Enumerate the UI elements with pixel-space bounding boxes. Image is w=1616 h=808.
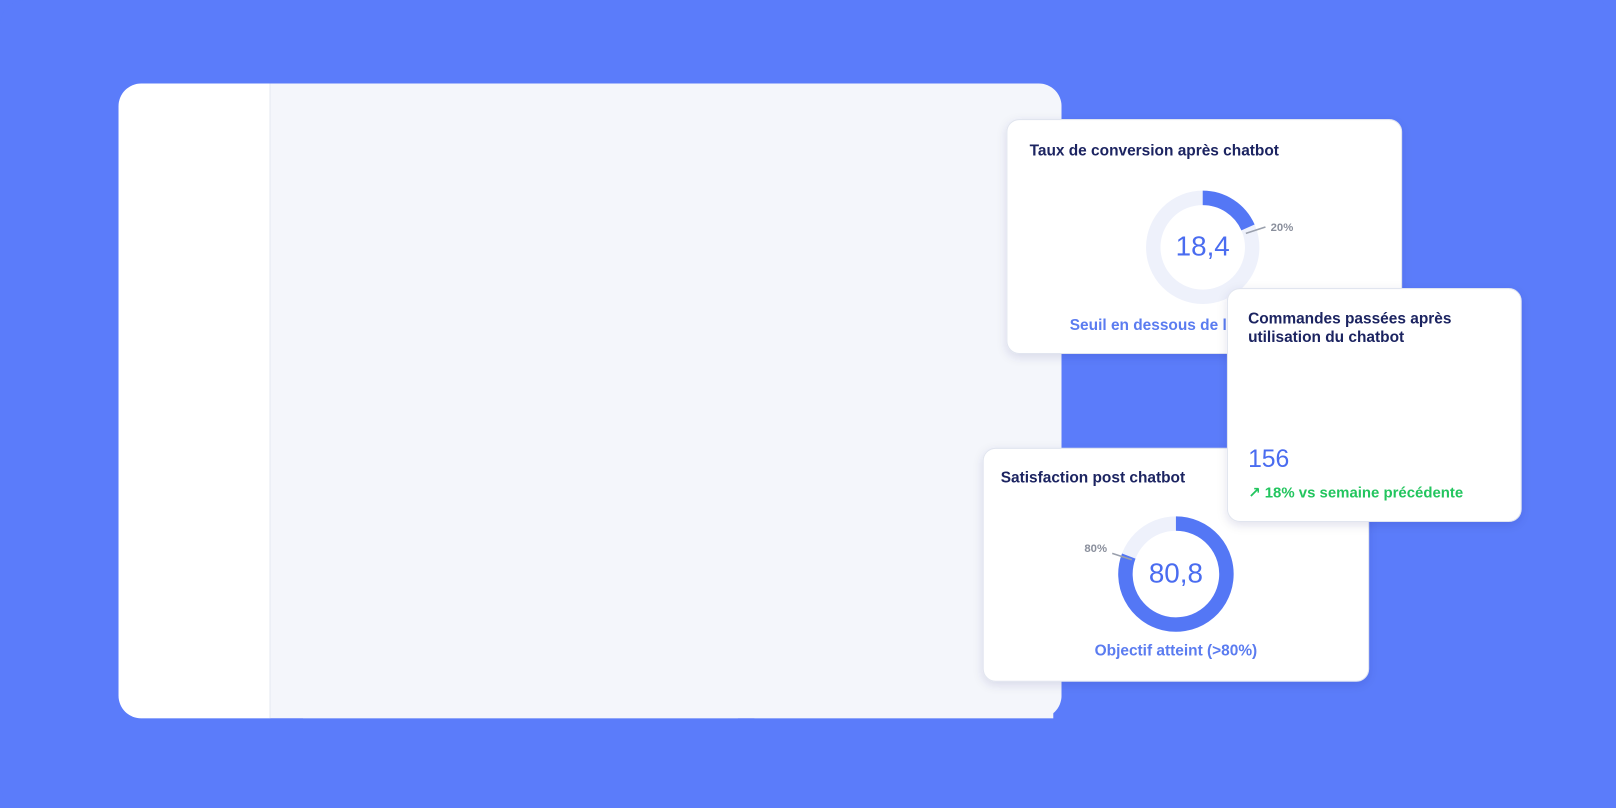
gauge-arc: [1118, 516, 1234, 632]
card-title: Satisfaction post chatbot: [1001, 469, 1185, 486]
sidebar: [118, 83, 271, 719]
floating-card: [1226, 288, 1522, 523]
gauge-value: 80,8: [1149, 557, 1203, 588]
content-bg: [118, 83, 1062, 719]
card-title: utilisation du chatbot: [1248, 329, 1404, 346]
card-caption: Objectif atteint (>80%): [1095, 642, 1258, 659]
threshold-mark: [1111, 552, 1133, 561]
card-caption: Seuil en dessous de l’o: [1070, 317, 1241, 334]
gauge-value: 18,4: [1176, 231, 1230, 262]
kpi-trend: ↗ 18% vs semaine précédente: [1248, 485, 1463, 502]
kpi-value: 156: [1248, 446, 1289, 473]
card-title: Commandes passées après: [1248, 311, 1451, 328]
threshold-label: 80%: [1084, 543, 1107, 555]
threshold-label: 20%: [1271, 222, 1294, 234]
threshold-mark: [1245, 226, 1266, 235]
card-title: Taux de conversion après chatbot: [1030, 143, 1279, 160]
overlay-cards: Taux de conversion après chatbot 18,4 20% S…: [982, 119, 1522, 682]
app-window: [118, 83, 1062, 719]
gauge-arc: [1202, 190, 1255, 231]
